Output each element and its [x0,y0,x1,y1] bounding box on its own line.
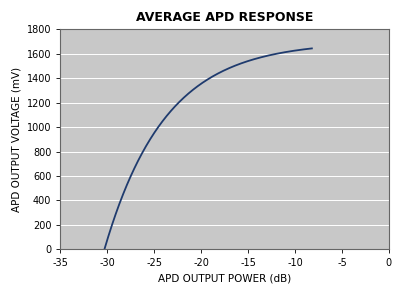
Title: AVERAGE APD RESPONSE: AVERAGE APD RESPONSE [136,11,313,24]
Y-axis label: APD OUTPUT VOLTAGE (mV): APD OUTPUT VOLTAGE (mV) [11,67,21,212]
X-axis label: APD OUTPUT POWER (dB): APD OUTPUT POWER (dB) [158,274,291,284]
